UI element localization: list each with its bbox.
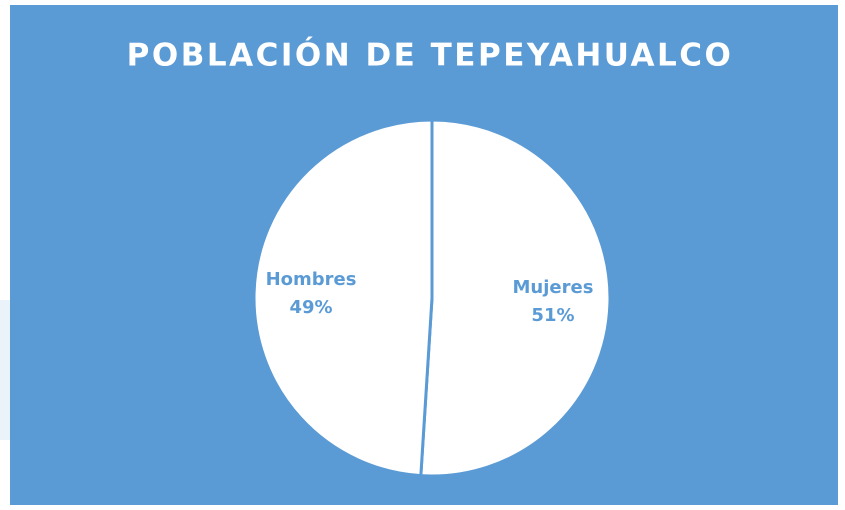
value-label: 49% <box>289 297 332 318</box>
chart-title: POBLACIÓN DE TEPEYAHUALCO <box>127 37 734 74</box>
slice-label: Hombres <box>266 269 357 290</box>
edge-strip <box>0 300 12 440</box>
value-label: 51% <box>531 305 574 326</box>
pie-slice <box>419 118 612 478</box>
slice-label: Mujeres <box>513 277 594 298</box>
pie-slice <box>252 118 434 478</box>
